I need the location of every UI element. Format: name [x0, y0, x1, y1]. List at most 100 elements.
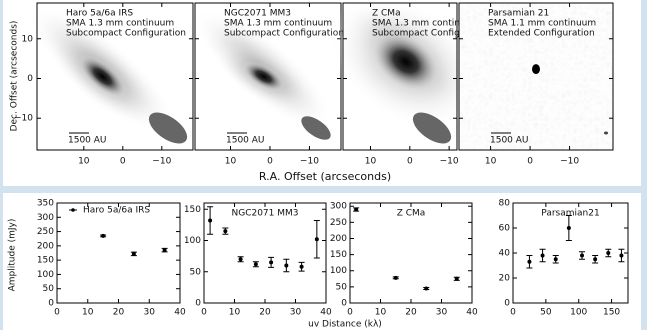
- data-point: [593, 257, 597, 261]
- x-tick-label: 0: [267, 157, 273, 167]
- y-tick-label: 250: [330, 218, 347, 228]
- data-point: [284, 264, 288, 268]
- x-tick-label: 40: [174, 308, 186, 318]
- x-tick-label: 0: [407, 157, 413, 167]
- data-point: [163, 248, 167, 252]
- y-tick-label: 50: [43, 284, 55, 294]
- chart-title: Haro 5a/6a IRS: [83, 206, 150, 216]
- y-tick-label: 0: [504, 299, 510, 309]
- data-point: [223, 229, 227, 233]
- y-tick-label: 350: [37, 199, 54, 209]
- beam: [604, 132, 608, 135]
- y-tick-label: 150: [184, 205, 201, 215]
- y-axis-label: Amplitude (mJy): [8, 219, 18, 292]
- y-tick-label: 20: [499, 274, 511, 284]
- data-point: [424, 286, 428, 290]
- panel-label: SMA 1.3 mm continuum: [66, 19, 174, 29]
- y-tick-label: 0: [27, 74, 33, 84]
- x-tick-label: 50: [540, 308, 552, 318]
- x-tick-label: 100: [570, 308, 587, 318]
- data-point: [394, 276, 398, 280]
- scale-bar-label: 1500 AU: [68, 136, 107, 146]
- data-point: [619, 254, 623, 258]
- y-tick-label: 100: [37, 270, 54, 280]
- x-tick-label: −10: [560, 157, 579, 167]
- image-panel: Haro 5a/6a IRSSMA 1.3 mm continuumSubcom…: [11, 0, 193, 167]
- data-point: [606, 251, 610, 255]
- x-tick-label: 0: [120, 157, 126, 167]
- x-tick-label: 10: [229, 308, 241, 318]
- x-tick-label: 0: [347, 308, 353, 318]
- x-tick-label: 20: [259, 308, 271, 318]
- x-tick-label: 40: [466, 308, 478, 318]
- data-point: [541, 254, 545, 258]
- x-tick-label: −10: [152, 157, 171, 167]
- panel-label: Parsamian 21: [488, 9, 549, 19]
- data-point: [300, 265, 304, 269]
- x-tick-label: 20: [405, 308, 417, 318]
- x-tick-label: 10: [485, 157, 497, 167]
- panel-label: Extended Configuration: [488, 29, 595, 39]
- x-tick-label: 10: [82, 308, 94, 318]
- data-point: [315, 237, 319, 241]
- data-point: [254, 262, 258, 266]
- x-tick-label: 10: [78, 157, 90, 167]
- data-point: [554, 257, 558, 261]
- panel-label: Z CMa: [372, 9, 401, 19]
- y-tick-label: 150: [330, 250, 347, 260]
- x-tick-label: 0: [510, 308, 516, 318]
- x-tick-label: 40: [320, 308, 332, 318]
- x-tick-label: 20: [113, 308, 125, 318]
- emission: [532, 64, 540, 74]
- x-tick-label: 30: [436, 308, 448, 318]
- y-tick-label: 0: [195, 299, 201, 309]
- y-tick-label: 50: [336, 282, 348, 292]
- data-point: [208, 219, 212, 223]
- y-tick-label: 250: [37, 227, 54, 237]
- data-point: [101, 234, 105, 238]
- data-point: [527, 260, 531, 264]
- y-tick-label: 300: [330, 202, 347, 212]
- data-point: [580, 254, 584, 258]
- x-tick-label: 10: [375, 308, 387, 318]
- x-tick-label: 30: [290, 308, 302, 318]
- data-point: [567, 226, 571, 230]
- y-tick-label: −10: [14, 114, 33, 124]
- x-tick-label: −10: [440, 157, 459, 167]
- panel-label: Subcompact Configuration: [224, 29, 344, 39]
- y-tick-label: 100: [184, 236, 201, 246]
- panel-label: Haro 5a/6a IRS: [66, 9, 133, 19]
- data-point: [132, 252, 136, 256]
- y-tick-label: 300: [37, 213, 54, 223]
- chart-title: Z CMa: [397, 209, 426, 219]
- data-point: [455, 277, 459, 281]
- x-axis-label: R.A. Offset (arcseconds): [259, 170, 391, 183]
- x-tick-label: 30: [144, 308, 156, 318]
- x-tick-label: 150: [603, 308, 620, 318]
- scale-bar-label: 1500 AU: [490, 136, 529, 146]
- y-tick-label: 100: [330, 266, 347, 276]
- figure: R.A. Offset (arcseconds) Dec. Offset (ar…: [0, 0, 647, 330]
- y-tick-label: 10: [22, 34, 34, 44]
- legend-symbol: [71, 208, 75, 212]
- x-axis-label: uv Distance (kλ): [308, 320, 382, 330]
- scale-bar-label: 1500 AU: [226, 136, 265, 146]
- panel-label: Subcompact Configuration: [66, 29, 186, 39]
- x-tick-label: 10: [225, 157, 237, 167]
- x-tick-label: 0: [527, 157, 533, 167]
- y-tick-label: 200: [330, 234, 347, 244]
- x-tick-label: 0: [54, 308, 60, 318]
- y-tick-label: 150: [37, 256, 54, 266]
- panel-label: NGC2071 MM3: [224, 9, 291, 19]
- y-tick-label: 40: [499, 249, 511, 259]
- x-tick-label: 0: [201, 308, 207, 318]
- x-tick-label: −10: [300, 157, 319, 167]
- y-tick-label: 0: [341, 299, 347, 309]
- chart-title: Parsamian21: [541, 209, 599, 219]
- panel-label: SMA 1.3 mm continuum: [224, 19, 332, 29]
- x-tick-label: 10: [365, 157, 377, 167]
- y-tick-label: 60: [499, 224, 511, 234]
- data-point: [239, 257, 243, 261]
